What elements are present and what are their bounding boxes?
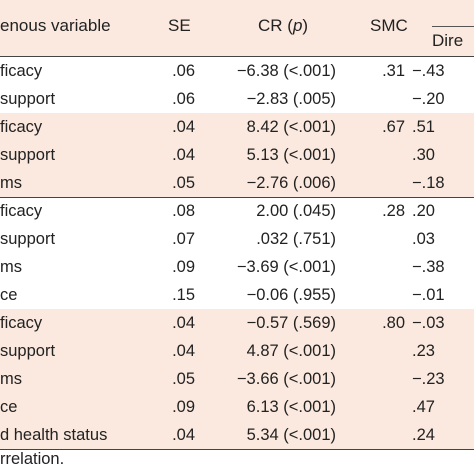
row-direct: .20 <box>412 202 435 220</box>
table-header: enous variable SE CR (p) SMC Dire <box>0 0 474 56</box>
row-se: .06 <box>172 90 195 108</box>
row-shading <box>0 393 474 421</box>
row-se: .09 <box>172 398 195 416</box>
row-cr: −3.66 (<.001) <box>236 370 336 388</box>
row-smc <box>360 253 405 281</box>
row-direct: .51 <box>412 118 435 136</box>
row-smc <box>360 141 405 169</box>
row-direct: −.03 <box>412 314 445 332</box>
header-smc: SMC <box>370 16 408 35</box>
row-smc <box>360 393 405 421</box>
row-direct: .03 <box>412 230 435 248</box>
row-se: .07 <box>172 230 195 248</box>
row-cr: −0.06 (.955) <box>246 286 336 304</box>
row-variable: ms <box>0 258 22 276</box>
row-cr: −3.69 (<.001) <box>236 258 336 276</box>
group-rule <box>0 449 474 450</box>
row-variable: ms <box>0 174 22 192</box>
row-cr: 5.13 (<.001) <box>246 146 336 164</box>
row-smc: .67 <box>382 118 405 136</box>
row-se: .04 <box>172 426 195 444</box>
row-shading <box>0 337 474 365</box>
row-smc <box>360 337 405 365</box>
row-shading <box>0 309 474 337</box>
row-se: .05 <box>172 370 195 388</box>
row-se: .04 <box>172 146 195 164</box>
header-cr: CR (p) <box>258 16 309 35</box>
row-direct: −.23 <box>412 370 445 388</box>
row-variable: support <box>0 90 56 108</box>
row-cr: 6.13 (<.001) <box>246 398 336 416</box>
row-variable: ficacy <box>0 202 43 220</box>
row-se: .04 <box>172 342 195 360</box>
row-se: .04 <box>172 314 195 332</box>
row-shading <box>0 169 474 197</box>
row-se: .08 <box>172 202 195 220</box>
header-variable: enous variable <box>0 16 111 35</box>
row-direct: −.38 <box>412 258 445 276</box>
table-footnote: rrelation. <box>0 450 65 468</box>
row-smc: .31 <box>382 62 405 80</box>
row-shading <box>0 365 474 393</box>
row-se: .04 <box>172 118 195 136</box>
row-cr: 5.34 (<.001) <box>246 426 336 444</box>
row-variable: ficacy <box>0 314 43 332</box>
row-variable: ce <box>0 398 18 416</box>
row-direct: .30 <box>412 146 435 164</box>
row-shading <box>0 113 474 141</box>
row-smc <box>360 365 405 393</box>
row-cr: −0.57 (.569) <box>246 314 336 332</box>
row-se: .05 <box>172 174 195 192</box>
header-group-rule <box>432 26 474 27</box>
row-smc <box>360 169 405 197</box>
row-se: .09 <box>172 258 195 276</box>
row-shading <box>0 421 474 449</box>
row-smc <box>360 421 405 449</box>
row-direct: −.01 <box>412 286 445 304</box>
row-smc <box>360 85 405 113</box>
row-cr: .032 (.751) <box>256 230 336 248</box>
row-se: .15 <box>172 286 195 304</box>
header-bottom-rule <box>0 56 474 57</box>
row-variable: ce <box>0 286 18 304</box>
row-direct: .23 <box>412 342 435 360</box>
row-cr: −2.83 (.005) <box>246 90 336 108</box>
row-variable: support <box>0 146 56 164</box>
row-direct: .24 <box>412 426 435 444</box>
row-cr: −6.38 (<.001) <box>236 62 336 80</box>
row-cr: 8.42 (<.001) <box>246 118 336 136</box>
row-direct: .47 <box>412 398 435 416</box>
row-variable: support <box>0 342 56 360</box>
row-cr: 4.87 (<.001) <box>246 342 336 360</box>
header-se: SE <box>168 16 191 35</box>
row-variable: d health status <box>0 426 108 444</box>
row-variable: ficacy <box>0 118 43 136</box>
row-smc: .28 <box>382 202 405 220</box>
header-direct: Dire <box>432 31 464 50</box>
row-smc <box>360 281 405 309</box>
row-shading <box>0 141 474 169</box>
row-direct: −.43 <box>412 62 445 80</box>
row-se: .06 <box>172 62 195 80</box>
group-rule <box>0 197 474 198</box>
row-variable: ficacy <box>0 62 43 80</box>
row-direct: −.18 <box>412 174 445 192</box>
row-variable: ms <box>0 370 22 388</box>
row-cr: 2.00 (.045) <box>256 202 336 220</box>
row-variable: support <box>0 230 56 248</box>
row-direct: −.20 <box>412 90 445 108</box>
row-cr: −2.76 (.006) <box>246 174 336 192</box>
row-smc: .80 <box>382 314 405 332</box>
row-smc <box>360 225 405 253</box>
